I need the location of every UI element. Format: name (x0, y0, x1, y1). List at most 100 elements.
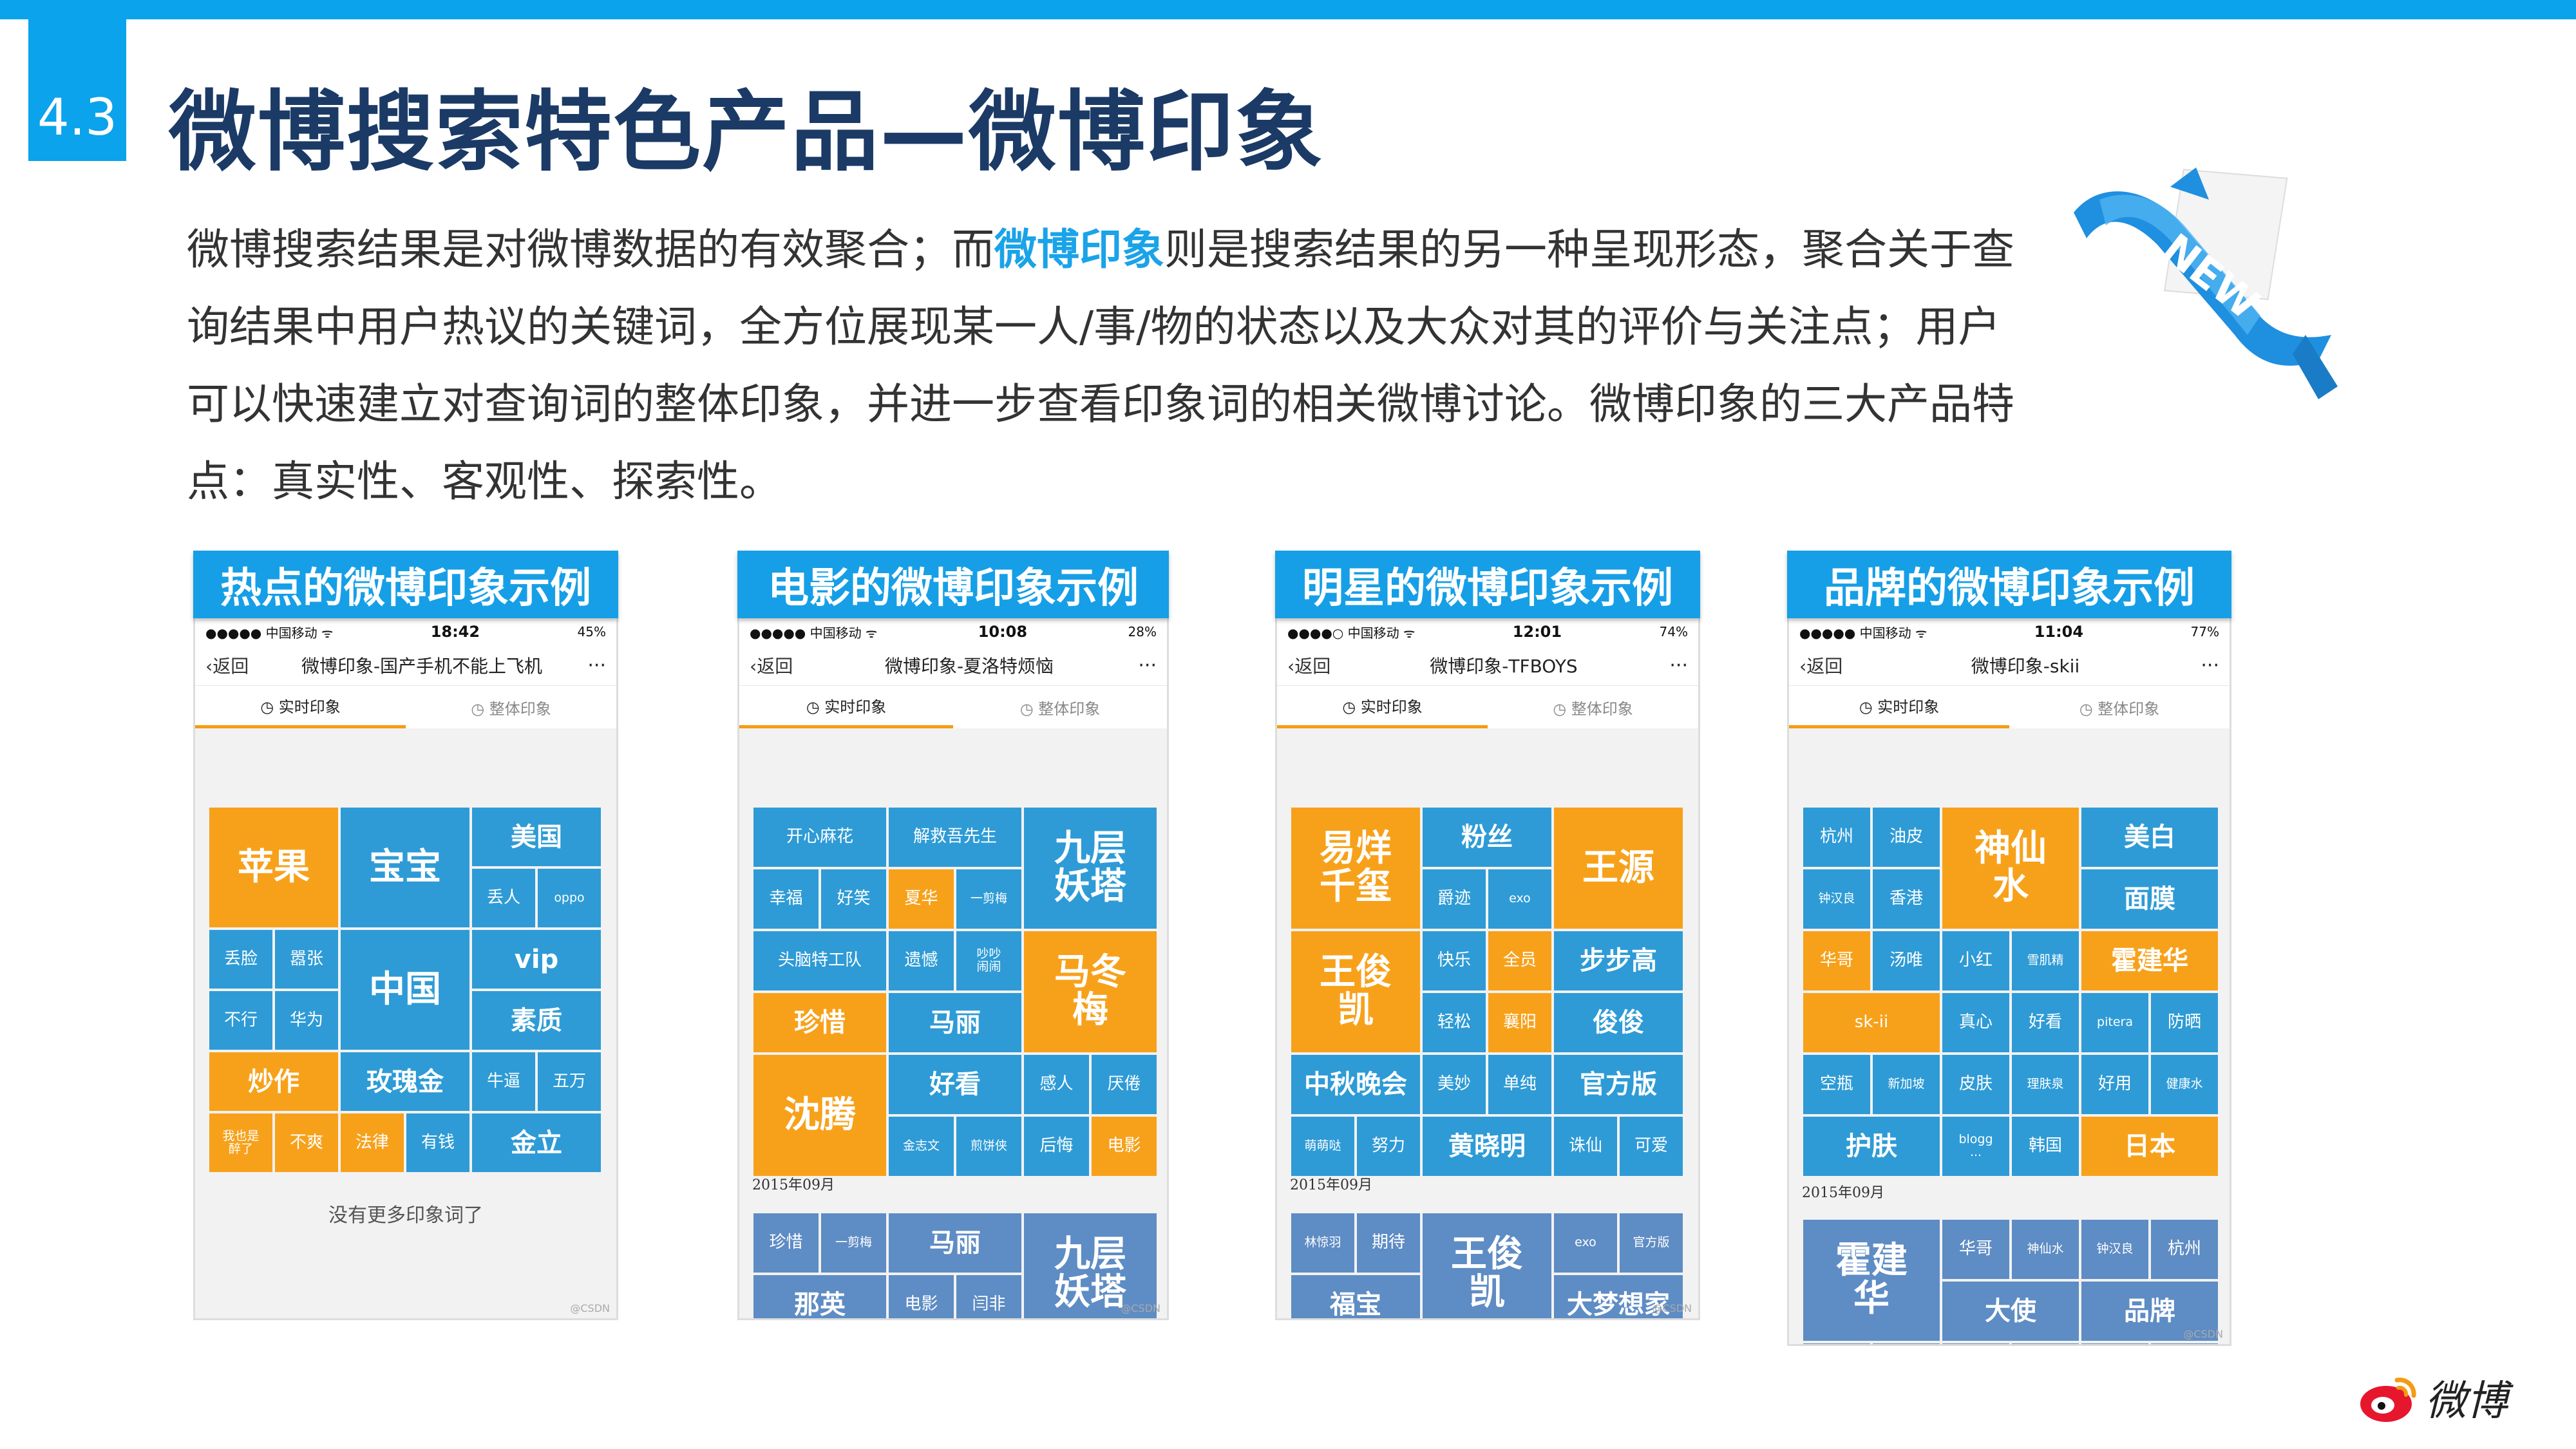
impression-tile[interactable]: 后悔 (1023, 1115, 1090, 1177)
impression-tile[interactable]: 美白 (2080, 806, 2219, 868)
impression-tile[interactable]: 电影 (1090, 1115, 1158, 1177)
tab-overall[interactable]: ◷ 整体印象 (1553, 699, 1633, 718)
impression-tile[interactable]: 嚣张 (274, 929, 339, 990)
impression-tile[interactable]: 护肤 (1802, 1115, 1941, 1177)
impression-tile[interactable]: 襄阳 (1487, 992, 1553, 1054)
impression-tile[interactable]: 快乐 (1421, 930, 1487, 992)
impression-tile[interactable]: 理肤泉 (2011, 1054, 2080, 1115)
back-button[interactable]: ‹返回 (1799, 656, 1843, 677)
impression-tile[interactable]: 一般 (2080, 1342, 2150, 1344)
impression-tile[interactable]: 爵迹 (1421, 868, 1487, 930)
impression-tile[interactable]: 遗憾 (887, 930, 955, 992)
impression-tile[interactable]: 霍建华 (2080, 930, 2219, 992)
impression-tile[interactable]: 香港 (1871, 868, 1941, 930)
impression-tile[interactable]: blogg ... (1941, 1115, 2011, 1177)
impression-tile[interactable]: 美妙 (1421, 1054, 1487, 1115)
impression-tile[interactable]: 我也是 醉了 (208, 1112, 274, 1173)
impression-tile[interactable]: 夏华 (887, 868, 955, 930)
impression-tile[interactable]: 煎饼侠 (955, 1115, 1023, 1177)
impression-tile[interactable]: oppo (536, 867, 602, 929)
impression-tile[interactable]: 产品 (2150, 1342, 2219, 1344)
back-button[interactable]: ‹返回 (1287, 656, 1331, 677)
impression-tile[interactable]: 可爱 (1618, 1115, 1684, 1177)
impression-tile[interactable]: 马丽 (887, 992, 1023, 1054)
impression-tile[interactable]: 单纯 (1487, 1054, 1553, 1115)
impression-tile[interactable]: 中秋晚会 (1290, 1054, 1421, 1115)
impression-tile[interactable]: 诛仙 (1553, 1115, 1618, 1177)
impression-tile[interactable]: 九层 妖塔 (1023, 806, 1158, 930)
impression-tile[interactable]: 好笑 (820, 868, 887, 930)
impression-tile[interactable]: 轻松 (1421, 992, 1487, 1054)
impression-tile[interactable]: pitera (2080, 992, 2150, 1054)
tab-realtime[interactable]: ◷ 实时印象 (1277, 686, 1488, 728)
impression-tile[interactable]: 马冬 梅 (1023, 930, 1158, 1054)
impression-tile[interactable]: 皮肤 (1941, 1054, 2011, 1115)
impression-tile[interactable]: 五万 (536, 1051, 602, 1112)
impression-tile[interactable]: 汤唯 (1871, 930, 1941, 992)
more-icon[interactable]: ··· (2201, 654, 2219, 677)
impression-tile[interactable]: 努力 (1356, 1115, 1421, 1177)
impression-tile[interactable]: 华哥 (1802, 930, 1871, 992)
impression-tile[interactable]: 苹果 (208, 806, 339, 929)
impression-tile[interactable]: 好用 (2080, 1054, 2150, 1115)
impression-tile[interactable]: 黄晓明 (1421, 1115, 1553, 1177)
impression-tile[interactable]: 步步高 (1553, 930, 1684, 992)
impression-tile[interactable]: 杭州 (1802, 806, 1871, 868)
impression-tile[interactable]: 期待 (1356, 1212, 1421, 1274)
impression-tile[interactable]: 神仙 水 (1941, 806, 2080, 930)
tab-realtime[interactable]: ◷ 实时印象 (195, 686, 406, 728)
impression-tile[interactable]: 美国 (471, 806, 602, 867)
tab-overall[interactable]: ◷ 整体印象 (1019, 699, 1101, 718)
impression-tile[interactable]: 九层 妖塔 (1023, 1212, 1158, 1318)
impression-tile[interactable]: 霍建 华 (1802, 1218, 1941, 1342)
impression-tile[interactable]: 全员 (1487, 930, 1553, 992)
impression-tile[interactable]: 粉丝 (2011, 1342, 2080, 1344)
impression-tile[interactable]: 金志文 (887, 1115, 955, 1177)
impression-tile[interactable]: 开心麻花 (752, 806, 887, 868)
impression-tile[interactable]: 沈腾 (752, 1054, 887, 1177)
impression-tile[interactable]: 真心 (1941, 992, 2011, 1054)
impression-tile[interactable]: 品牌 (2080, 1280, 2219, 1342)
impression-tile[interactable]: 新加坡 (1871, 1054, 1941, 1115)
more-icon[interactable]: ··· (1138, 654, 1157, 677)
impression-tile[interactable]: 感人 (1023, 1054, 1090, 1115)
impression-tile[interactable]: 金立 (471, 1112, 602, 1173)
more-icon[interactable]: ··· (587, 654, 606, 677)
impression-tile[interactable]: 法律 (339, 1112, 405, 1173)
impression-tile[interactable]: 中国 (339, 929, 471, 1051)
impression-tile[interactable]: 小红 (1941, 930, 2011, 992)
impression-tile[interactable]: 珍惜 (752, 992, 887, 1054)
impression-tile[interactable]: 华哥 (1941, 1218, 2011, 1280)
impression-tile[interactable]: vip (471, 929, 602, 990)
impression-tile[interactable]: 福宝 (1290, 1274, 1421, 1318)
impression-tile[interactable]: 日本 (2080, 1115, 2219, 1177)
impression-tile[interactable]: cpb (1871, 1342, 1941, 1344)
impression-tile[interactable]: 杭州 (2150, 1218, 2219, 1280)
impression-tile[interactable]: 吵吵 闹闹 (955, 930, 1023, 992)
impression-tile[interactable]: 牛逼 (471, 1051, 536, 1112)
impression-tile[interactable]: 华为 (274, 990, 339, 1051)
impression-tile[interactable]: 王俊 凯 (1421, 1212, 1553, 1318)
impression-tile[interactable]: 神仙水 (2011, 1218, 2080, 1280)
impression-tile[interactable]: 昆明 (1802, 1342, 1871, 1344)
impression-tile[interactable]: 丢脸 (208, 929, 274, 990)
impression-tile[interactable]: 幸福 (752, 868, 820, 930)
impression-tile[interactable]: 钟汉良 (1802, 868, 1871, 930)
impression-tile[interactable]: 珍惜 (752, 1212, 820, 1274)
impression-tile[interactable]: 大梦想家 (1553, 1274, 1684, 1318)
impression-tile[interactable]: 王俊 凯 (1290, 930, 1421, 1054)
impression-tile[interactable]: 丢人 (471, 867, 536, 929)
impression-tile[interactable]: 厌倦 (1090, 1054, 1158, 1115)
impression-tile[interactable]: 萌萌哒 (1290, 1115, 1356, 1177)
impression-tile[interactable]: 闫非 (955, 1274, 1023, 1318)
impression-tile[interactable]: 头脑特工队 (752, 930, 887, 992)
impression-tile[interactable]: 粉丝 (1421, 806, 1553, 868)
tab-overall[interactable]: ◷ 整体印象 (471, 699, 551, 718)
impression-tile[interactable]: 解救吾先生 (887, 806, 1023, 868)
impression-tile[interactable]: 马丽 (887, 1212, 1023, 1274)
impression-tile[interactable]: 官方版 (1618, 1212, 1684, 1274)
impression-tile[interactable]: 不行 (208, 990, 274, 1051)
impression-tile[interactable]: 健康水 (2150, 1054, 2219, 1115)
impression-tile[interactable]: exo (1487, 868, 1553, 930)
impression-tile[interactable]: 代言人 (1941, 1342, 2011, 1344)
